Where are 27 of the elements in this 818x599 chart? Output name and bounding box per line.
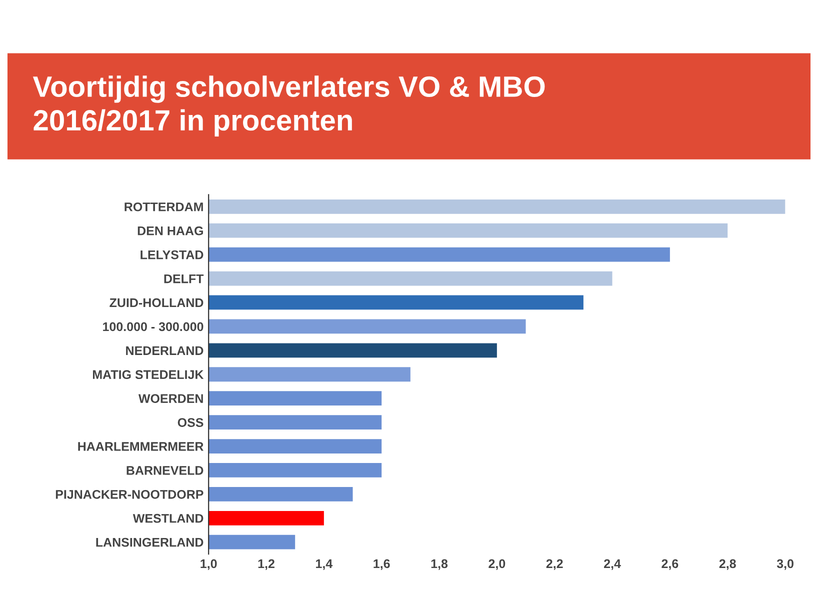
chart-title: Voortijdig schoolverlaters VO & MBO 2016/2017 in procenten [32,76,545,136]
x-tick-label: 1,8 [431,559,448,570]
y-tick-label: HAARLEMMERMEER [78,442,204,451]
y-tick-label: ROTTERDAM [124,202,203,212]
y-tick-label: WOERDEN [138,394,203,403]
y-tick-label: LELYSTAD [140,250,204,260]
y-tick-label: LANSINGERLAND [96,538,204,547]
x-tick-label: 1,2 [258,559,274,570]
y-tick-label: DELFT [164,274,204,284]
x-tick-label: 2,2 [546,559,563,570]
x-tick-label: 2,8 [719,559,736,570]
x-tick-label: 2,4 [604,559,621,570]
y-tick-label: NEDERLAND [126,346,204,355]
y-tick-label: DEN HAAG [138,226,203,236]
y-tick-label: WESTLAND [132,514,204,523]
y-tick-label: MATIG STEDELIJK [92,370,204,380]
y-tick-label: OSS [178,418,204,427]
y-tick-label: 100.000 - 300.000 [103,322,204,332]
x-tick-label: 3,0 [776,559,794,570]
x-tick-label: 1,0 [200,559,217,570]
x-tick-label: 2,6 [662,559,678,570]
y-tick-label: PIJNACKER-NOOTDORP [56,490,204,499]
y-tick-label: BARNEVELD [126,466,204,475]
x-tick-label: 2,0 [488,559,506,570]
y-tick-label: ZUID-HOLLAND [110,298,204,308]
x-tick-label: 1,4 [316,559,333,570]
x-tick-label: 1,6 [374,559,390,570]
